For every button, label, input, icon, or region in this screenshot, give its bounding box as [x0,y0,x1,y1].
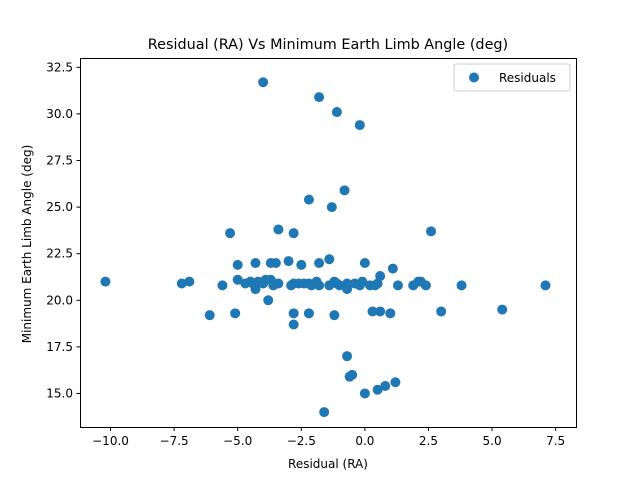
data-point [270,258,281,268]
y-tick-label: 15.0 [46,386,73,400]
y-axis-title: Minimum Earth Limb Angle (deg) [20,145,34,344]
data-point [184,276,195,287]
data-point [217,280,228,291]
data-point [334,280,345,291]
data-point [230,308,241,319]
data-point [314,258,325,268]
data-point [303,194,314,205]
data-point [497,304,508,315]
data-point [375,271,386,282]
data-point [288,319,299,330]
y-tick-label: 25.0 [46,200,73,214]
x-tick-label: 7.5 [546,434,565,448]
y-tick-label: 22.5 [46,247,73,261]
x-tick-label: 2.5 [419,434,438,448]
data-point [314,280,325,291]
data-point [204,310,215,321]
data-point [258,77,269,88]
data-point [250,258,261,268]
data-point [456,280,467,291]
data-point [288,228,299,239]
data-point [354,120,365,131]
x-tick-label: 5.0 [483,434,502,448]
data-point [232,259,243,270]
y-tick-label: 30.0 [46,107,73,121]
data-point [387,263,398,274]
data-point [420,280,431,291]
x-tick-label: −2.5 [287,434,316,448]
x-tick-label: −5.0 [223,434,252,448]
legend-box [453,63,571,92]
y-tick-label: 20.0 [46,293,73,307]
data-point [359,258,370,268]
data-point [375,306,386,317]
data-point [288,308,299,319]
data-point [176,278,187,289]
x-tick-label: −7.5 [160,434,189,448]
data-point [324,254,335,265]
data-point [359,388,370,399]
data-point [357,276,368,287]
data-point [339,185,350,196]
data-points [100,77,551,418]
y-tick-label: 27.5 [46,154,73,168]
data-point [314,92,325,103]
data-point [319,407,330,418]
plot-frame [80,58,577,428]
data-point [273,278,284,289]
plot-background [80,58,576,427]
y-axis: 15.0 17.5 20.0 22.5 25.0 27.5 30.0 32.5 [46,60,81,400]
legend: Residuals [453,63,571,92]
data-point [347,369,358,380]
x-axis: −10.0 −7.5 −5.0 −2.5 0.0 2.5 5.0 7.5 [92,427,565,448]
data-point [342,351,353,362]
data-point [331,107,342,118]
data-point [326,202,337,213]
data-point [263,295,274,306]
data-point [100,276,111,287]
data-point [232,274,243,285]
data-point [329,310,340,321]
plot-area [80,58,576,427]
data-point [380,381,391,391]
data-point [283,256,294,267]
data-point [367,306,378,317]
legend-marker [469,72,479,83]
data-point [390,377,401,388]
y-tick-label: 17.5 [46,340,73,354]
legend-label: Residuals [499,71,556,85]
y-tick-label: 32.5 [46,60,73,74]
data-point [426,226,437,237]
x-tick-label: 0.0 [355,434,374,448]
x-tick-label: −10.0 [92,434,129,448]
x-axis-title: Residual (RA) [288,457,368,471]
data-point [342,284,353,295]
data-point [372,384,383,395]
data-point [385,308,396,319]
data-point [296,259,307,270]
data-point [392,280,403,291]
data-point [225,228,236,239]
data-point [436,306,447,317]
data-point [273,224,284,235]
data-point [540,280,551,291]
data-point [303,308,314,319]
chart-title: Residual (RA) Vs Minimum Earth Limb Angl… [148,37,508,53]
